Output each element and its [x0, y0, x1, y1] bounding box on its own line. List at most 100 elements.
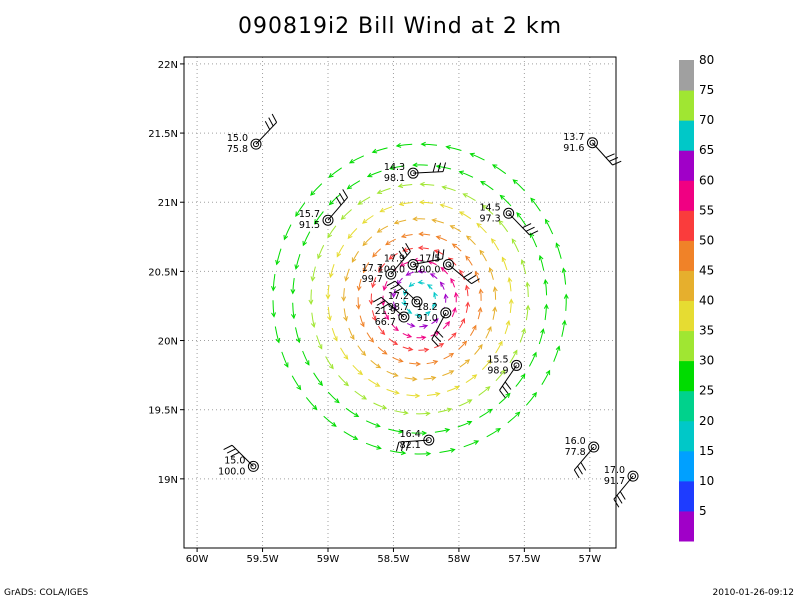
- streamline-arrow: [543, 303, 549, 310]
- wind-barb-flag: [431, 339, 439, 347]
- streamline-arrow: [294, 264, 300, 270]
- streamline-arrow: [398, 429, 404, 434]
- streamline-segment: [498, 393, 511, 405]
- streamline-arrow: [452, 306, 457, 313]
- streamline-arrow: [441, 185, 447, 190]
- streamline-arrow: [405, 271, 411, 276]
- streamline-arrow: [412, 376, 418, 382]
- colorbar-label: 75: [699, 83, 714, 97]
- streamline-arrow: [511, 238, 517, 244]
- streamline-segment: [368, 378, 380, 387]
- streamline-segment: [327, 391, 340, 403]
- x-tick-label: 59W: [317, 554, 340, 565]
- wind-barb-flag: [223, 444, 233, 450]
- colorbar-bin: [679, 90, 694, 121]
- streamline-arrow: [371, 148, 378, 154]
- wind-barb-flag: [609, 157, 619, 162]
- colorbar-label: 25: [699, 384, 714, 398]
- streamline-arrow: [449, 225, 456, 230]
- streamline-arrow: [490, 238, 496, 244]
- streamline-segment: [323, 415, 337, 427]
- streamline-arrow: [381, 404, 388, 410]
- streamline-arrow: [466, 420, 473, 426]
- wind-barb-flag: [463, 271, 473, 278]
- station-value-top: 13.7: [563, 132, 584, 143]
- axes: 60W 59.5W 59W 58.5W 58W 57.5W 57W 19N 19.5N 20N 20…: [148, 60, 601, 565]
- streamline-arrow: [408, 282, 414, 288]
- streamline-arrow: [448, 370, 455, 375]
- streamline-segment: [492, 164, 507, 175]
- streamline-segment: [459, 211, 472, 220]
- streamline-segment: [329, 193, 341, 205]
- streamline-arrow: [295, 211, 300, 217]
- station-value-bottom: 75.8: [227, 144, 248, 155]
- streamline-arrow: [406, 309, 413, 314]
- streamline-arrow: [340, 214, 346, 220]
- streamline-segment: [386, 370, 398, 377]
- streamline-arrow: [369, 337, 375, 343]
- x-tick-label: 57.5W: [508, 554, 540, 565]
- streamline-arrow: [376, 189, 383, 194]
- streamline-segment: [452, 243, 462, 252]
- streamline-arrow: [380, 329, 386, 336]
- streamline-arrow: [451, 243, 458, 249]
- chart-title: 090819i2 Bill Wind at 2 km: [237, 14, 563, 39]
- streamline-arrow: [448, 352, 455, 358]
- streamline-arrow: [372, 252, 378, 258]
- streamline-arrow: [399, 261, 405, 267]
- streamline-arrow: [394, 390, 400, 395]
- streamline-arrow: [445, 145, 451, 150]
- colorbar-label: 80: [699, 53, 714, 67]
- streamline-arrow: [290, 313, 296, 320]
- x-tick-label: 57W: [579, 554, 602, 565]
- streamline-arrow: [445, 320, 450, 327]
- streamline-arrow: [454, 291, 459, 298]
- colorbar-label: 70: [699, 113, 714, 127]
- streamline-arrow: [544, 218, 550, 225]
- station-value-top: 18.2: [417, 302, 438, 313]
- colorbar-label: 5: [699, 504, 707, 518]
- x-tick-label: 58W: [448, 554, 471, 565]
- streamline-arrow: [400, 450, 407, 456]
- station-value-bottom: 91.6: [563, 143, 584, 154]
- footer-credit: GrADS: COLA/IGES: [4, 588, 89, 598]
- streamline-segment: [328, 167, 342, 178]
- wind-barb-flag: [437, 250, 440, 260]
- colorbar-label: 55: [699, 203, 714, 217]
- streamline-arrow: [520, 373, 526, 379]
- wind-barb-flag: [432, 162, 437, 173]
- streamline-arrow: [501, 256, 507, 262]
- streamline-segment: [478, 386, 491, 396]
- y-tick-label: 20N: [158, 337, 178, 348]
- streamline-arrow: [458, 211, 465, 216]
- station-value-top: 17.5: [419, 253, 440, 264]
- streamline-arrow: [341, 296, 347, 302]
- station-1: 14.398.1: [384, 162, 447, 184]
- streamline-segment: [450, 225, 462, 233]
- wind-barb-flag: [386, 280, 396, 287]
- streamline-arrow: [439, 203, 445, 208]
- streamline-arrow: [432, 360, 439, 365]
- streamline-arrow: [310, 322, 316, 328]
- colorbar-bin: [679, 270, 694, 301]
- streamline-arrow: [460, 317, 466, 324]
- station-marker-inner: [630, 473, 637, 480]
- streamline-segment: [463, 193, 476, 202]
- footer-timestamp: 2010-01-26-09:12: [712, 588, 795, 598]
- streamline-arrow: [375, 363, 382, 369]
- streamline-arrow: [417, 268, 423, 274]
- streamline-arrow: [362, 267, 368, 274]
- station-value-top: 17.0: [604, 465, 625, 476]
- streamline-arrow: [433, 318, 439, 324]
- streamline-arrow: [414, 393, 421, 399]
- streamline-segment: [283, 224, 292, 240]
- station-marker-inner: [589, 139, 596, 146]
- streamline-arrow: [295, 337, 301, 344]
- wind-barb-flag: [432, 251, 435, 261]
- streamline-arrow: [327, 315, 332, 322]
- station-value-top: 17.2: [388, 291, 409, 302]
- streamline-segment: [480, 181, 494, 191]
- streamline-arrow: [450, 277, 455, 284]
- streamline-segment: [486, 428, 501, 438]
